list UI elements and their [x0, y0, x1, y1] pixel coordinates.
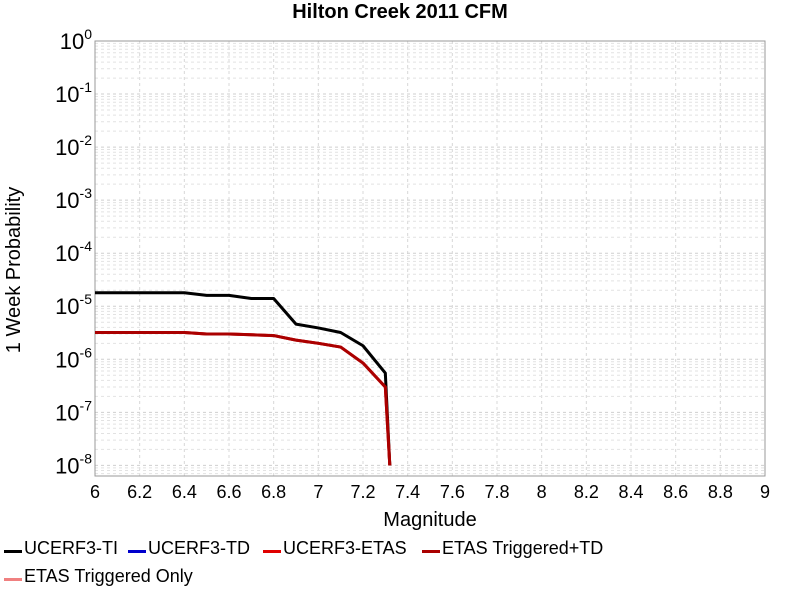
x-tick-label: 7: [313, 482, 323, 502]
y-axis-label: 1 Week Probability: [3, 187, 25, 353]
legend-swatch-ucerf3-td: [128, 550, 146, 553]
x-tick-label: 8.2: [574, 482, 599, 502]
x-tick-label: 6.8: [261, 482, 286, 502]
chart-title: Hilton Creek 2011 CFM: [292, 1, 508, 23]
y-tick-label: 10-6: [55, 344, 92, 372]
y-tick-label: 10-7: [55, 397, 92, 425]
y-tick-label: 10-4: [55, 238, 92, 266]
x-tick-label: 9: [760, 482, 770, 502]
x-tick-label: 7.4: [395, 482, 420, 502]
plot-frame: [94, 40, 766, 477]
x-tick-label: 6.4: [172, 482, 197, 502]
x-tick-label: 7.2: [350, 482, 375, 502]
legend-label-etas-triggered-td: ETAS Triggered+TD: [442, 538, 604, 558]
y-tick-label: 10-5: [55, 291, 92, 319]
y-tick-label: 10-8: [55, 450, 92, 478]
x-tick-label: 8.6: [663, 482, 688, 502]
legend-label-ucerf3-td: UCERF3-TD: [148, 538, 250, 558]
y-tick-label: 10-3: [55, 185, 92, 213]
x-tick-label: 6.2: [127, 482, 152, 502]
chart: 6 6.2 6.4 6.6 6.8 7 7.2 7.4 7.6 7.8 8 8.2 8.4 8.6 8.8 9…: [3, 1, 770, 531]
plot-background: [95, 41, 765, 476]
x-tick-labels: 6 6.2 6.4 6.6 6.8 7 7.2 7.4 7.6 7.8 8 8.2 8.4 8.6 8.8 9: [90, 482, 770, 502]
x-tick-label: 8.4: [618, 482, 643, 502]
legend-swatch-etas-triggered-only: [4, 578, 22, 581]
x-tick-label: 7.8: [484, 482, 509, 502]
x-axis-label: Magnitude: [383, 509, 476, 531]
legend-swatch-ucerf3-ti: [4, 550, 22, 553]
x-tick-label: 6.6: [216, 482, 241, 502]
x-tick-label: 8.8: [708, 482, 733, 502]
legend-label-ucerf3-ti: UCERF3-TI: [24, 538, 118, 558]
x-tick-label: 7.6: [440, 482, 465, 502]
y-tick-label: 10-1: [55, 79, 92, 107]
x-tick-label: 8: [537, 482, 547, 502]
legend-swatch-etas-triggered-td: [422, 550, 440, 553]
legend-label-etas-triggered-only: ETAS Triggered Only: [24, 566, 193, 586]
x-tick-label: 6: [90, 482, 100, 502]
legend-item-ucerf3-ti: UCERF3-TI: [4, 538, 118, 559]
legend-swatch-ucerf3-etas: [263, 550, 281, 553]
y-tick-label: 100: [60, 26, 92, 54]
legend-row-2: ETAS Triggered Only: [0, 566, 800, 594]
legend: UCERF3-TI UCERF3-TD UCERF3-ETAS ETAS Tri…: [0, 538, 800, 594]
y-tick-label: 10-2: [55, 132, 92, 160]
legend-row-1: UCERF3-TI UCERF3-TD UCERF3-ETAS ETAS Tri…: [0, 538, 800, 566]
legend-item-ucerf3-td: UCERF3-TD: [128, 538, 250, 559]
legend-item-etas-triggered-td: ETAS Triggered+TD: [422, 538, 603, 559]
series-line-etas-triggered-td: [95, 331, 392, 466]
series-layer: [95, 291, 392, 466]
legend-item-ucerf3-etas: UCERF3-ETAS: [263, 538, 407, 559]
grid: [94, 40, 766, 476]
legend-label-ucerf3-etas: UCERF3-ETAS: [283, 538, 407, 558]
y-tick-labels: 100 10-1 10-2 10-3 10-4 10-5 10-6 10-7 10-8: [55, 26, 92, 478]
legend-item-etas-triggered-only: ETAS Triggered Only: [4, 566, 193, 587]
series-line-ucerf3-ti: [95, 291, 392, 466]
